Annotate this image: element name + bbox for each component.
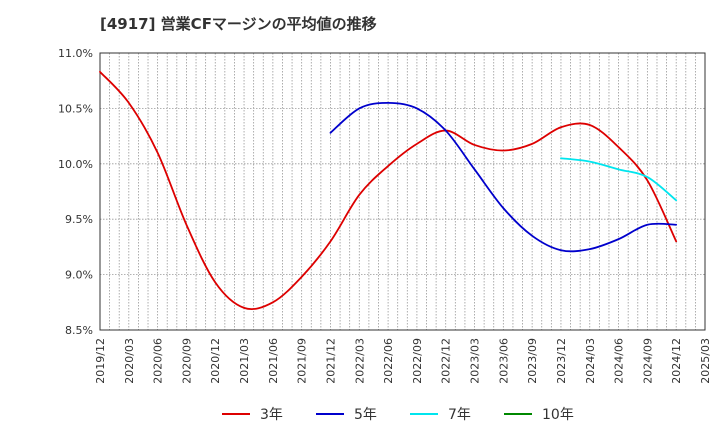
x-tick-label: 2023/09 <box>526 338 539 384</box>
x-tick-label: 2020/03 <box>123 338 136 384</box>
x-tick-label: 2022/09 <box>411 338 424 384</box>
x-tick-label: 2020/06 <box>152 338 165 384</box>
series-line-1 <box>99 70 678 311</box>
x-tick-label: 2023/12 <box>555 338 568 384</box>
x-tick-label: 2021/03 <box>238 338 251 384</box>
x-tick-label: 2020/09 <box>180 338 193 384</box>
x-tick-label: 2024/03 <box>584 338 597 384</box>
x-tick-label: 2021/12 <box>324 338 337 384</box>
legend-label: 5年 <box>354 407 377 423</box>
x-tick-label: 2019/12 <box>94 338 107 384</box>
x-tick-label: 2021/06 <box>267 338 280 384</box>
y-tick-label: 9.5% <box>65 213 93 226</box>
legend-label: 7年 <box>448 407 471 423</box>
chart-title: [4917] 営業CFマージンの平均値の推移 <box>100 15 377 33</box>
x-tick-label: 2024/06 <box>613 338 626 384</box>
series-line-3 <box>560 157 678 202</box>
x-tick-label: 2022/03 <box>353 338 366 384</box>
x-tick-label: 2025/03 <box>699 338 712 384</box>
legend-label: 10年 <box>542 407 574 423</box>
plot-frame <box>99 52 706 331</box>
legend-label: 3年 <box>260 407 283 423</box>
x-tick-label: 2024/09 <box>641 338 654 384</box>
plot-area <box>100 53 705 330</box>
x-tick-label: 2022/12 <box>440 338 453 384</box>
x-tick-label: 2023/06 <box>497 338 510 384</box>
x-tick-label: 2022/06 <box>382 338 395 384</box>
x-tick-label: 2021/09 <box>296 338 309 384</box>
x-tick-label: 2020/12 <box>209 338 222 384</box>
y-tick-label: 9.0% <box>65 269 93 282</box>
y-tick-label: 8.5% <box>65 324 93 337</box>
x-tick-label: 2023/03 <box>469 338 482 384</box>
x-tick-label: 2024/12 <box>670 338 683 384</box>
y-tick-label: 11.0% <box>58 47 93 60</box>
y-tick-label: 10.5% <box>58 102 93 115</box>
series-line-2 <box>329 101 678 253</box>
y-tick-label: 10.0% <box>58 158 93 171</box>
